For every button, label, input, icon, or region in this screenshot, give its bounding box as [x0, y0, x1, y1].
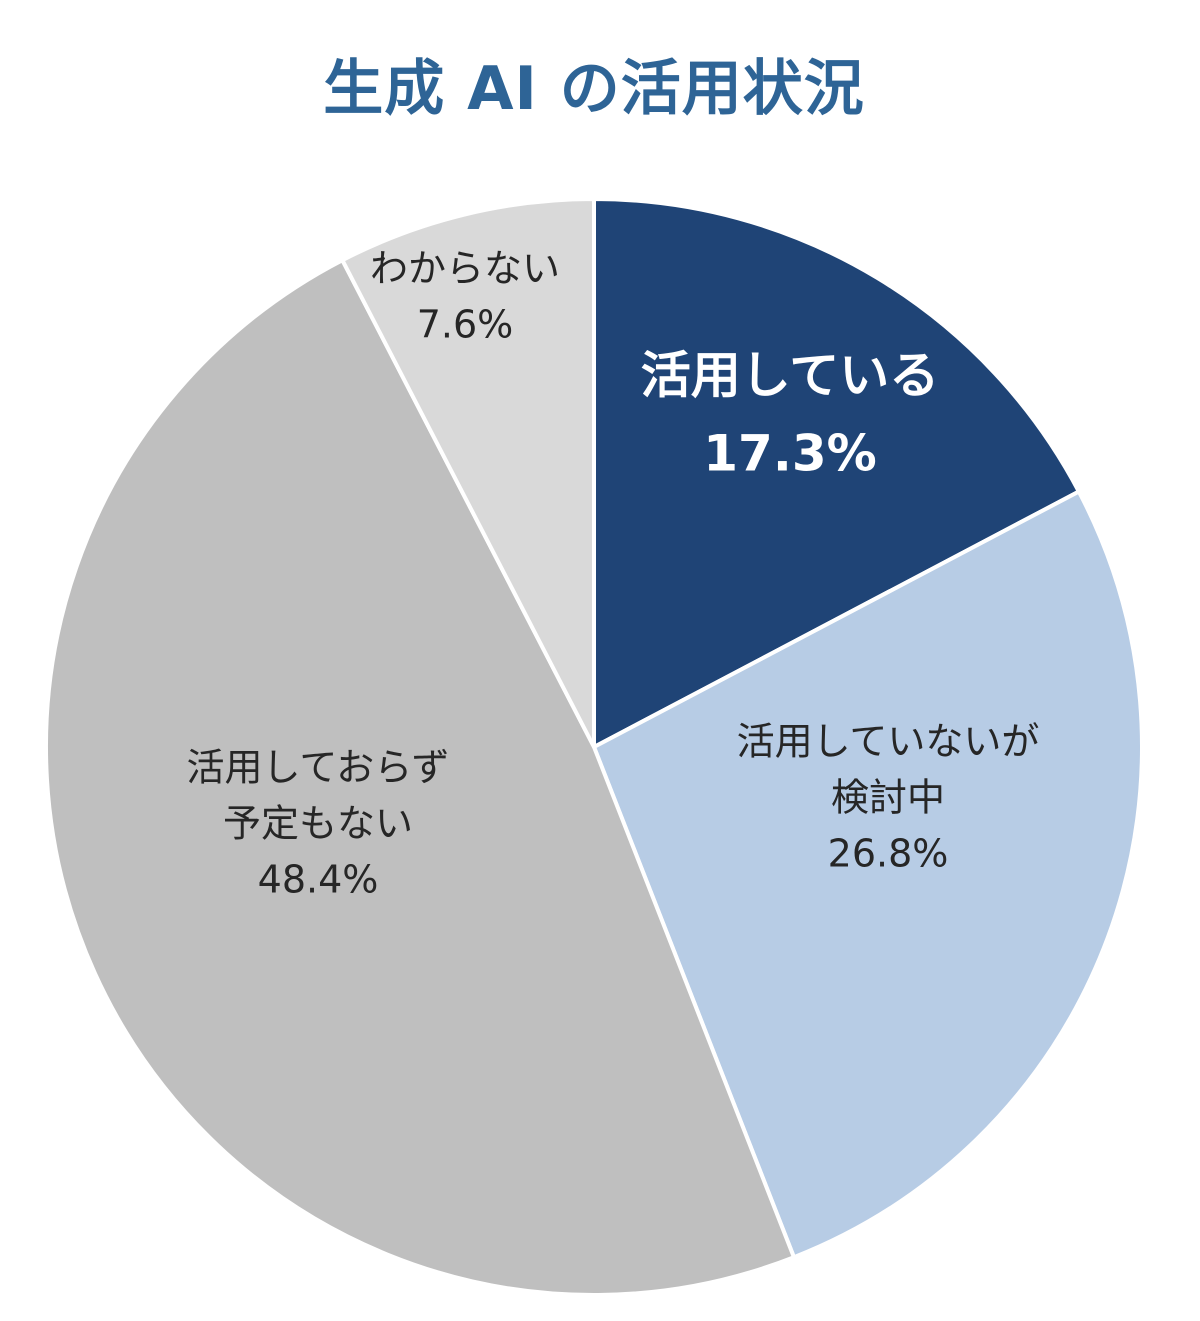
- pie-slice-1: [592, 489, 1144, 1260]
- slice-category-label-1: 活用していないが: [737, 720, 1040, 764]
- slice-category-label-2: 予定もない: [223, 802, 413, 846]
- slice-category-label-2: 活用しておらず: [187, 746, 450, 790]
- chart-title: 生成 AI の活用状況: [323, 54, 865, 124]
- pie-slice-3: [340, 197, 596, 749]
- pie-slice-2: [44, 258, 796, 1297]
- pie-slice-0: [592, 197, 1081, 749]
- slice-category-label-3: わからない: [370, 247, 560, 291]
- slice-category-label-1: 検討中: [831, 776, 945, 820]
- slice-value-label-1: 26.8%: [828, 832, 949, 876]
- slice-category-label-0: 活用している: [641, 347, 940, 405]
- slice-value-label-2: 48.4%: [258, 858, 379, 902]
- pie-slices: [44, 197, 1144, 1297]
- slice-value-label-3: 7.6%: [417, 303, 514, 347]
- slice-value-label-0: 17.3%: [703, 425, 876, 483]
